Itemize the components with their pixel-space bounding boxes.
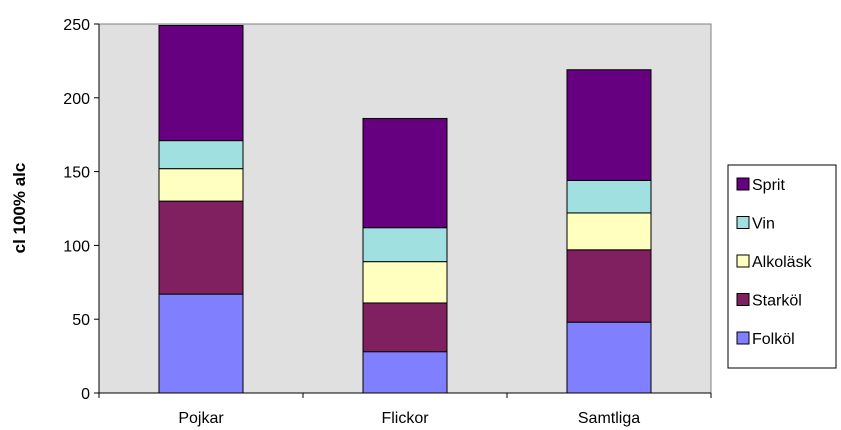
legend-label-vin: Vin [752, 216, 775, 233]
y-tick-label: 150 [63, 165, 90, 182]
bar-segment-flickor-vin [362, 227, 448, 263]
y-axis-label: cl 100% alc [10, 163, 29, 254]
bar-segment-flickor-starköl [362, 302, 448, 353]
legend-label-starköl: Starköl [752, 293, 802, 310]
bar-segment-samtliga-sprit [566, 69, 652, 181]
bars-layer [158, 24, 652, 394]
y-tick-label: 0 [81, 386, 90, 403]
bar-segment-pojkar-folköl [158, 293, 244, 394]
bar-segment-flickor-alkoläsk [362, 261, 448, 304]
legend: Sprit Vin Alkoläsk Starköl Folköl [727, 164, 837, 369]
bar-segment-samtliga-vin [566, 179, 652, 214]
bar-segment-samtliga-folköl [566, 321, 652, 394]
legend-label-sprit: Sprit [752, 177, 785, 194]
bar-segment-flickor-sprit [362, 117, 448, 229]
bar-segment-flickor-folköl [362, 351, 448, 394]
legend-label-folköl: Folköl [752, 331, 795, 348]
bar-segment-samtliga-alkoläsk [566, 212, 652, 251]
x-category-label: Flickor [381, 410, 429, 427]
x-category-label: Pojkar [178, 410, 224, 427]
bar-segment-pojkar-sprit [158, 24, 244, 142]
legend-swatch-vin [736, 216, 750, 229]
bar-segment-pojkar-starköl [158, 200, 244, 295]
bar-segment-pojkar-vin [158, 140, 244, 170]
legend-label-alkoläsk: Alkoläsk [752, 254, 813, 271]
legend-swatch-alkoläsk [736, 254, 750, 268]
y-tick-label: 200 [63, 91, 90, 108]
bar-segment-samtliga-starköl [566, 249, 652, 323]
y-tick-label: 250 [63, 17, 90, 34]
y-tick-label: 100 [63, 238, 90, 255]
legend-swatch-starköl [736, 293, 750, 306]
y-tick-label: 50 [72, 312, 90, 329]
x-category-label: Samtliga [578, 410, 640, 427]
legend-swatch-sprit [736, 177, 750, 191]
axes-layer: 0 50 100 150 200 250 Pojkar Flickor Samtliga [63, 17, 712, 427]
bar-segment-pojkar-alkoläsk [158, 168, 244, 202]
legend-swatch-folköl [736, 331, 750, 345]
